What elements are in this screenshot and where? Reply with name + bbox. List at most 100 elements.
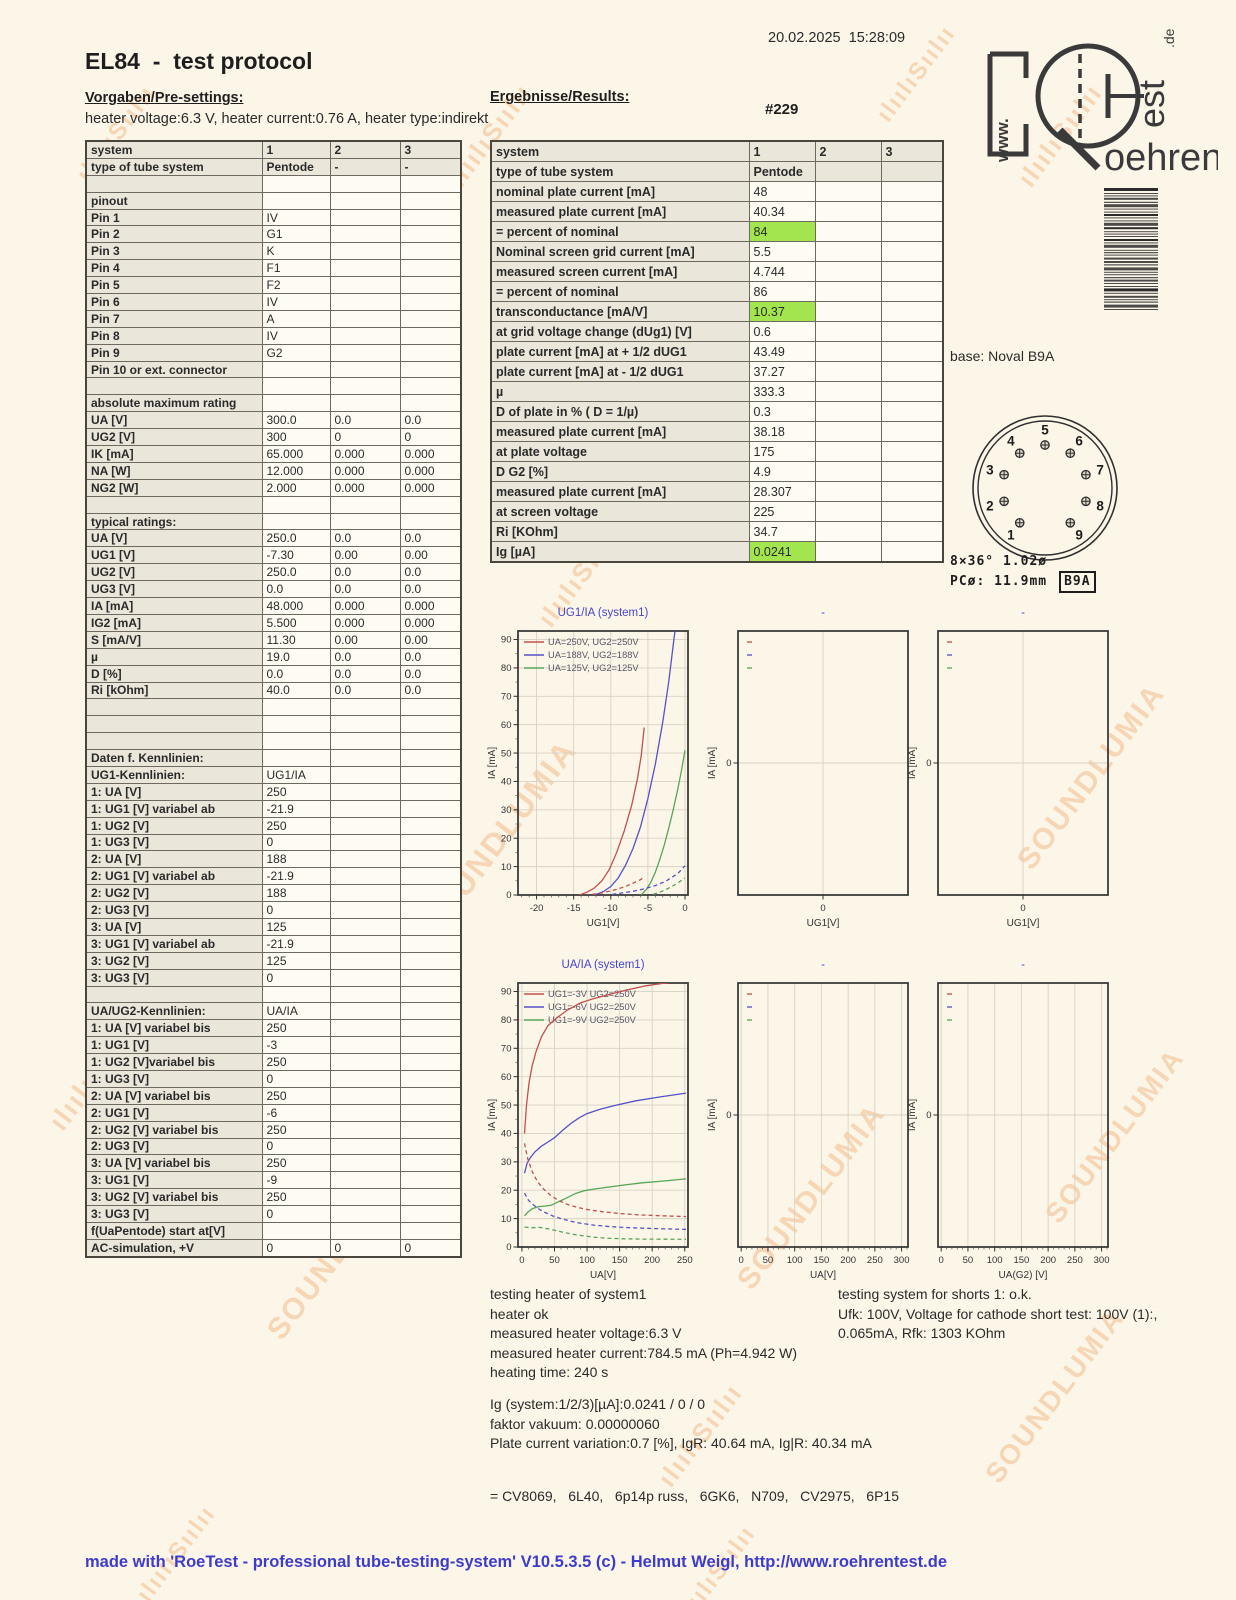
row-label: Pin 4 [85,259,263,278]
row-label: 1: UG1 [V] variabel ab [85,799,263,818]
row-label: nominal plate current [mA] [490,181,750,202]
row-value: 1 [261,140,331,159]
table-row: 2: UG1 [V] variabel ab -21.9 [85,867,462,886]
svg-text:0: 0 [939,1255,944,1266]
table-row: AC-simulation, +V 0 0 0 [85,1238,462,1258]
heater-test-notes: testing heater of system1 heater ok meas… [490,1285,797,1383]
row-value [399,1188,462,1207]
row-value [399,293,462,311]
table-row: measured plate current [mA] 40.34 [490,201,944,222]
row-value [399,1154,462,1173]
svg-text:3: 3 [986,463,994,478]
row-label: 1: UG3 [V] [85,833,263,852]
row-label [85,698,263,717]
row-value: 0 [399,428,462,447]
table-row: 3: UG3 [V] 0 [85,968,462,987]
table-row [85,715,462,734]
row-label [85,495,263,514]
chart-empty-top-right: 0 0 UG1[V] IA [mA] - [905,597,1120,947]
table-row: 1: UG3 [V] 0 [85,1069,462,1088]
table-row: at plate voltage 175 [490,441,944,462]
table-row: UG2 [V] 300 0 0 [85,428,462,447]
row-value [399,495,462,514]
row-value [399,799,462,818]
row-value: 86 [748,281,816,302]
row-value: 2 [814,140,882,162]
svg-text:7: 7 [1096,463,1104,478]
row-value [814,341,882,362]
row-value [814,161,882,182]
table-row: Pin 4 F1 [85,259,462,278]
row-value: 250 [261,1154,331,1173]
row-value [399,951,462,970]
row-value [329,495,401,514]
row-value [261,174,331,193]
row-label: µ [490,381,750,402]
row-label: typical ratings: [85,512,263,531]
row-label: 2: UG1 [V] variabel ab [85,867,263,886]
row-value [399,174,462,193]
row-value [329,360,401,379]
row-value: 4.744 [748,261,816,282]
row-value [880,361,944,382]
row-value: 0.0 [399,563,462,582]
table-row: Ig [µA] 0.0241 [490,541,944,563]
svg-text:-5: -5 [644,903,652,914]
base-dim-line2: PCø: 11.9mm B9A [950,571,1096,593]
row-value: G2 [261,343,331,362]
row-value [814,261,882,282]
row-value: UA/IA [261,1002,331,1021]
row-label: measured plate current [mA] [490,481,750,502]
results-heading: Ergebnisse/Results: [490,89,630,105]
row-value [880,521,944,542]
svg-text:250: 250 [1067,1255,1083,1266]
row-value: 0.000 [399,445,462,463]
row-value: -9 [261,1171,331,1190]
row-value [329,732,401,751]
table-row: measured plate current [mA] 28.307 [490,481,944,502]
row-value [329,276,401,295]
row-value: 10.37 [748,301,816,322]
svg-text:150: 150 [1013,1255,1029,1266]
row-label: UG2 [V] [85,428,263,447]
row-label: NG2 [W] [85,478,263,497]
results-table-wrap: system 1 2 3 type of tube system Pentode nomin… [490,140,944,563]
svg-text:0: 0 [820,903,825,914]
row-value [399,1019,462,1038]
svg-text:UG1/IA (system1): UG1/IA (system1) [558,607,649,619]
row-value: Pentode [261,157,331,176]
base-code-badge: B9A [1059,571,1096,593]
row-label: Pin 8 [85,326,263,345]
table-row: measured plate current [mA] 38.18 [490,421,944,442]
row-value [329,917,401,936]
row-value [329,1002,401,1021]
table-row: Pin 5 F2 [85,276,462,295]
row-value: -21.9 [261,799,331,818]
row-value [329,512,401,531]
row-value: 43.49 [748,341,816,362]
row-value: 125 [261,951,331,970]
row-value [399,1137,462,1156]
svg-text:300: 300 [894,1255,910,1266]
row-value: 4.9 [748,461,816,482]
row-value: 250 [261,816,331,835]
row-label: Pin 9 [85,343,263,362]
svg-text:100: 100 [579,1255,595,1266]
note-line: faktor vakuum: 0.00000060 [490,1415,660,1432]
svg-text:9: 9 [1075,527,1083,542]
row-value: 0.0 [329,681,401,700]
svg-text:150: 150 [612,1255,628,1266]
row-value [329,884,401,903]
serial-number: #229 [765,101,799,118]
svg-text:IA [mA]: IA [mA] [907,1099,918,1131]
row-label [85,174,263,193]
svg-text:30: 30 [501,805,512,816]
row-label: 2: UG2 [V] [85,884,263,903]
svg-text:40: 40 [501,1129,512,1140]
table-row: UG2 [V] 250.0 0.0 0.0 [85,563,462,582]
row-value: A [261,309,331,328]
row-value [814,361,882,382]
row-value: 0.0 [329,647,401,666]
